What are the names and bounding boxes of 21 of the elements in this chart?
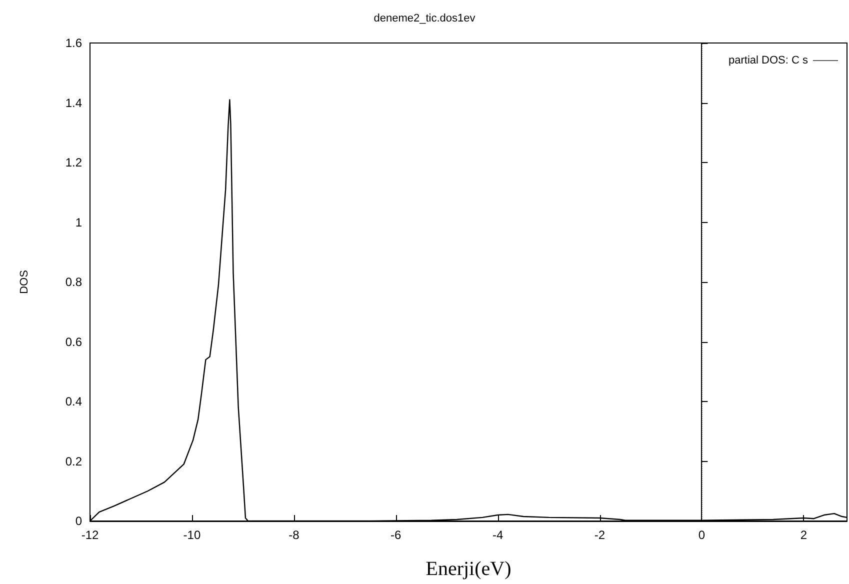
x-tick-label: 2: [800, 528, 808, 542]
x-tick-label: -10: [183, 528, 201, 542]
chart-title: deneme2_tic.dos1ev: [374, 12, 476, 24]
y-tick-label: 0.8: [65, 275, 82, 289]
y-tick-label: 1.4: [65, 96, 82, 110]
y-axis-title: DOS: [18, 270, 30, 294]
x-axis-title: Enerji(eV): [426, 558, 512, 580]
y-tick-label: 0.4: [65, 394, 82, 408]
x-tick-label: -2: [594, 528, 606, 542]
y-tick-label: 0.2: [65, 454, 82, 468]
y-tick-label: 1.2: [65, 156, 82, 170]
x-tick-label: -8: [288, 528, 300, 542]
x-tick-label: -6: [390, 528, 402, 542]
x-tick-label: 0: [698, 528, 706, 542]
x-tick-label: -4: [492, 528, 504, 542]
y-tick-label: 0.6: [65, 334, 82, 349]
y-tick-label: 1.6: [65, 36, 82, 50]
y-tick-label: 0: [75, 514, 82, 528]
y-tick-label: 1: [75, 215, 82, 230]
legend-label: partial DOS: C s: [728, 54, 808, 66]
x-tick-label: -12: [81, 528, 99, 542]
